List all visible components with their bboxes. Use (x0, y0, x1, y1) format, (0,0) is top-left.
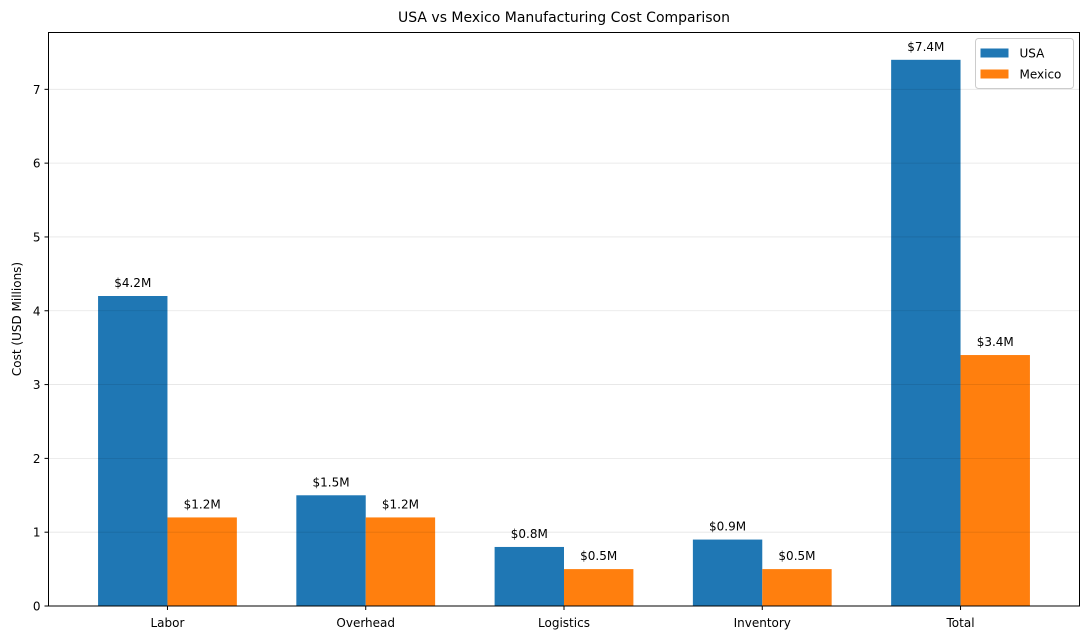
x-tick-label: Inventory (734, 616, 791, 630)
bar-labels: $4.2M $1.5M $0.8M $0.9M $7.4M $1.2M $1.2M $0.5M… (114, 40, 1014, 563)
legend-swatch-usa (980, 48, 1009, 58)
bar-usa-labor (98, 296, 168, 606)
legend: USA Mexico (975, 38, 1074, 89)
y-tick-label: 4 (33, 304, 41, 318)
gridlines (48, 88, 1080, 607)
bar-value-label: $7.4M (907, 40, 944, 54)
bar-mexico-logistics (564, 569, 634, 606)
y-axis-ticks: 0 1 2 3 4 5 6 7 (33, 83, 49, 614)
bar-usa-logistics (494, 546, 564, 606)
plot-frame (48, 32, 1080, 607)
y-tick-label: 6 (33, 157, 41, 171)
y-tick-label: 7 (33, 83, 41, 97)
bar-value-label: $3.4M (977, 335, 1014, 349)
y-tick-label: 5 (33, 230, 41, 244)
legend-label-mexico: Mexico (1020, 68, 1062, 82)
x-tick-label: Overhead (336, 616, 395, 630)
bar-value-label: $0.5M (580, 549, 617, 563)
bars (98, 59, 1030, 607)
bar-value-label: $0.8M (511, 527, 548, 541)
legend-label-usa: USA (1020, 47, 1046, 61)
y-tick-label: 2 (33, 452, 41, 466)
bar-usa-overhead (296, 495, 366, 606)
y-tick-label: 1 (33, 526, 41, 540)
bar-value-label: $1.5M (312, 475, 349, 489)
bar-value-label: $1.2M (184, 497, 221, 511)
legend-swatch-mexico (980, 69, 1009, 79)
bar-mexico-overhead (365, 517, 436, 606)
chart-title: USA vs Mexico Manufacturing Cost Compari… (398, 10, 730, 26)
bar-usa-inventory (692, 539, 763, 606)
y-tick-label: 3 (33, 378, 41, 392)
bar-mexico-inventory (762, 569, 832, 606)
bar-usa-total (891, 59, 961, 607)
bar-mexico-total (960, 355, 1030, 606)
x-tick-label: Labor (150, 616, 184, 630)
y-tick-label: 0 (33, 600, 41, 614)
x-tick-label: Logistics (538, 616, 590, 630)
bar-value-label: $1.2M (382, 497, 419, 511)
x-axis-ticks: Labor Overhead Logistics Inventory Total (150, 606, 975, 630)
bar-value-label: $0.5M (778, 549, 815, 563)
y-axis-label: Cost (USD Millions) (10, 262, 24, 376)
bar-mexico-labor (167, 517, 237, 606)
x-tick-label: Total (946, 616, 975, 630)
bar-value-label: $4.2M (114, 276, 151, 290)
bar-value-label: $0.9M (709, 520, 746, 534)
